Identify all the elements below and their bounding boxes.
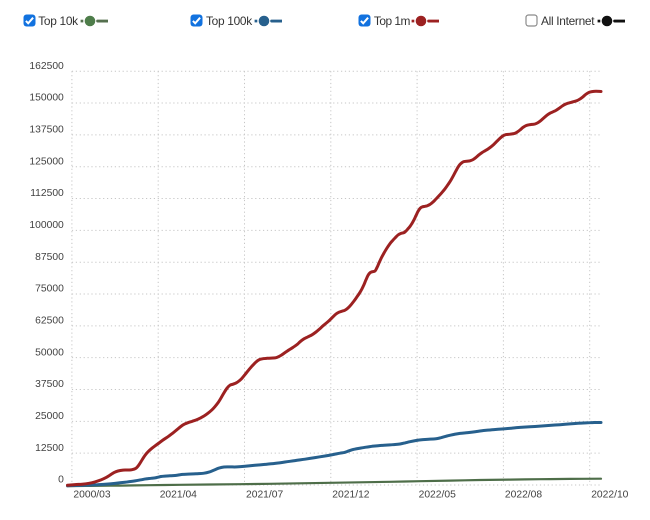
svg-text:2022/08: 2022/08 (505, 489, 542, 500)
svg-text:150000: 150000 (29, 93, 64, 104)
svg-text:137500: 137500 (29, 125, 64, 136)
svg-text:0: 0 (58, 475, 64, 486)
svg-text:2021/12: 2021/12 (332, 489, 369, 500)
svg-text:12500: 12500 (35, 443, 64, 454)
svg-text:50000: 50000 (35, 347, 64, 358)
svg-text:2021/04: 2021/04 (160, 489, 197, 500)
svg-text:75000: 75000 (35, 284, 64, 295)
svg-text:2022/05: 2022/05 (419, 489, 456, 500)
svg-text:162500: 162500 (29, 61, 64, 72)
svg-text:2000/03: 2000/03 (73, 489, 110, 500)
svg-text:125000: 125000 (29, 156, 64, 167)
svg-text:87500: 87500 (35, 252, 64, 263)
svg-text:100000: 100000 (29, 220, 64, 231)
svg-text:2022/10: 2022/10 (591, 489, 628, 500)
svg-text:2021/07: 2021/07 (246, 489, 283, 500)
svg-text:25000: 25000 (35, 411, 64, 422)
svg-text:112500: 112500 (30, 188, 64, 199)
svg-text:37500: 37500 (35, 379, 64, 390)
svg-text:62500: 62500 (35, 316, 64, 327)
